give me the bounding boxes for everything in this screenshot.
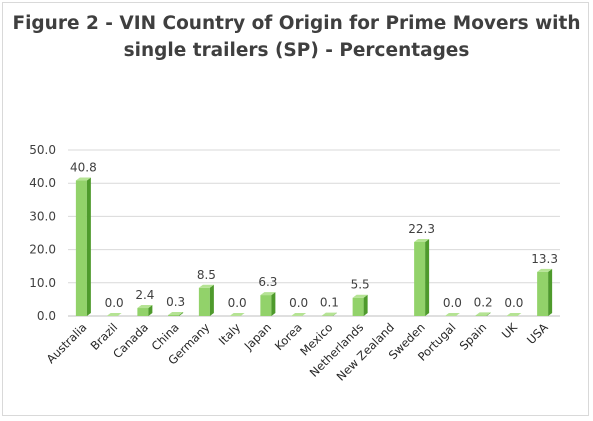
data-label: 2.4 — [135, 288, 154, 302]
y-axis-tick-labels: 0.0 10.0 20.0 30.0 40.0 50.0 — [29, 143, 56, 323]
x-category-label: Spain — [457, 320, 490, 353]
bar-top — [229, 313, 245, 316]
bar-front — [75, 180, 87, 316]
y-tick-label: 10.0 — [29, 276, 56, 290]
bar-spain — [475, 312, 491, 316]
bar-side — [548, 268, 553, 316]
data-label: 0.2 — [474, 295, 493, 309]
data-label: 0.0 — [443, 296, 462, 310]
bar-top — [260, 292, 276, 296]
bar-korea — [291, 313, 307, 316]
bar-japan — [260, 292, 276, 316]
data-label: 0.1 — [320, 296, 339, 310]
bar-side — [332, 312, 337, 316]
bar-uk — [506, 313, 522, 316]
bar-usa — [537, 268, 553, 316]
bar-top — [444, 313, 460, 316]
bar-top — [537, 268, 553, 272]
chart-title-line-2: single trailers (SP) - Percentages — [123, 40, 470, 61]
bar-front — [137, 308, 149, 316]
bar-front — [260, 295, 272, 316]
data-label: 13.3 — [531, 252, 558, 266]
bar-netherlands — [352, 294, 368, 316]
bars — [75, 177, 553, 316]
bar-top — [352, 294, 368, 298]
bar-side — [86, 177, 91, 316]
data-label: 0.0 — [228, 296, 247, 310]
bar-front — [537, 271, 549, 316]
chart-title-line-1: Figure 2 - VIN Country of Origin for Pri… — [12, 13, 581, 34]
bar-top — [475, 312, 491, 316]
x-category-label: Japan — [241, 320, 274, 353]
data-label: 5.5 — [351, 278, 370, 292]
bar-australia — [75, 177, 91, 316]
y-tick-label: 40.0 — [29, 176, 56, 190]
data-label: 0.0 — [289, 296, 308, 310]
bar-brazil — [106, 313, 122, 316]
bar-side — [363, 294, 368, 316]
bar-top — [291, 313, 307, 316]
bar-side — [209, 284, 214, 316]
bar-top — [137, 305, 153, 309]
data-label: 6.3 — [258, 275, 277, 289]
bar-top — [75, 177, 91, 181]
bar-top — [506, 313, 522, 316]
x-category-label: Italy — [216, 320, 244, 348]
bar-side — [179, 312, 184, 316]
data-label: 0.0 — [105, 296, 124, 310]
bar-italy — [229, 313, 245, 316]
bar-side — [425, 238, 430, 316]
bar-front — [198, 287, 210, 316]
bar-top — [168, 312, 184, 316]
bar-side — [486, 312, 491, 316]
bar-side — [271, 292, 276, 316]
bar-china — [168, 312, 184, 316]
bar-side — [148, 305, 153, 316]
bar-front — [414, 241, 426, 316]
bar-top — [414, 238, 430, 242]
data-label: 22.3 — [408, 222, 435, 236]
bar-front — [475, 315, 487, 316]
bar-front — [168, 315, 180, 316]
data-label: 40.8 — [70, 161, 97, 175]
x-category-label: Australia — [44, 320, 90, 366]
bar-top — [321, 312, 337, 316]
y-tick-label: 0.0 — [37, 309, 56, 323]
bar-germany — [198, 284, 214, 316]
bar-front — [352, 297, 364, 316]
bar-top — [106, 313, 122, 316]
y-tick-label: 20.0 — [29, 243, 56, 257]
data-label: 0.0 — [504, 296, 523, 310]
data-label: 8.5 — [197, 268, 216, 282]
x-category-label: USA — [524, 320, 551, 347]
y-tick-label: 30.0 — [29, 209, 56, 223]
bar-sweden — [414, 238, 430, 316]
bar-canada — [137, 305, 153, 316]
y-tick-label: 50.0 — [29, 143, 56, 157]
bar-top — [198, 284, 214, 288]
chart-title: Figure 2 - VIN Country of Origin for Pri… — [0, 10, 593, 64]
bar-portugal — [444, 313, 460, 316]
bar-mexico — [321, 312, 337, 316]
data-label: 0.3 — [166, 295, 185, 309]
data-labels: 40.8 0.0 2.4 0.3 8.5 0.0 6.3 0.0 0.1 5.5 22.3 0.0 0.… — [70, 161, 558, 310]
chart-frame — [2, 2, 589, 416]
x-category-label: UK — [499, 320, 521, 342]
